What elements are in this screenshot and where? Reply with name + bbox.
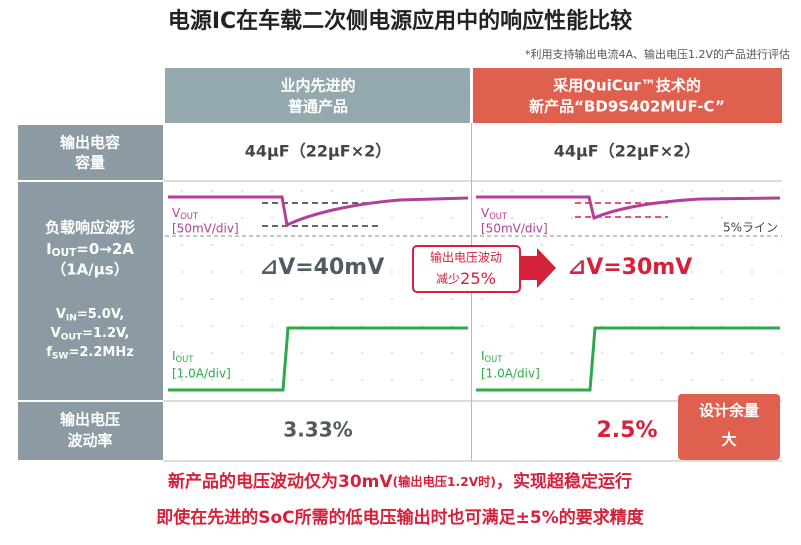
summary: 新产品的电压波动仅为30mV(输出电压1.2V时)，实现超稳定运行 [168, 471, 632, 492]
iout-wave [476, 326, 780, 392]
text-part: 减少 [436, 272, 460, 286]
text-part: =1.2V, [82, 326, 129, 341]
text-part: ，实现超稳定运行 [496, 471, 632, 492]
cell: 3.33% [283, 418, 352, 442]
condition: VOUT=1.2V, [51, 326, 130, 342]
row-header [18, 402, 163, 460]
text-part: SW [52, 351, 69, 361]
col-header-text: 采用QuiCur™技术的 [552, 77, 701, 95]
condition: IOUT=0→2A [46, 240, 134, 259]
text-part: =5.0V, [77, 307, 124, 322]
text-part: OUT [61, 332, 83, 342]
note: *利用支持输出电流4A、输出电压1.2V的产品进行评估 [525, 47, 790, 61]
row-label: 输出电容 [60, 134, 120, 152]
text-part: =0→2A [76, 240, 134, 258]
text-part: 新产品的电压波动仅为30mV [168, 471, 393, 492]
text-part: 即使在先进的SoC所需的低电压输出时也可满足±5%的要求精度 [156, 507, 645, 528]
scope-label: [50mV/div] [172, 222, 239, 236]
scope-label: [1.0A/div] [172, 367, 231, 381]
line-label: 5%ライン [723, 221, 778, 235]
callout [412, 245, 521, 293]
badge-text: 大 [721, 431, 736, 449]
callout-text: 输出电压波动 [430, 250, 502, 265]
text-part: V [172, 206, 181, 220]
col-header-text: 普通产品 [288, 98, 348, 116]
row-label: 输出电压 [60, 411, 120, 429]
condition: fSW=2.2MHz [46, 345, 134, 361]
text-part: I [46, 240, 52, 258]
condition: VIN=5.0V, [56, 307, 124, 323]
text-part: OUT [485, 354, 504, 364]
cell: 44µF（22µF×2） [245, 142, 391, 161]
row-header [18, 182, 163, 400]
text-part: V [51, 326, 61, 341]
scope-label: [50mV/div] [481, 222, 548, 236]
text-part: OUT [176, 354, 195, 364]
col-header [165, 68, 470, 123]
text-part: (输出电压1.2V时) [393, 474, 497, 489]
text-part: =2.2MHz [68, 345, 133, 360]
badge-text: 设计余量 [699, 402, 759, 420]
text-part: OUT [180, 211, 199, 221]
row-label: 负载响应波形 [45, 219, 135, 237]
delta-v: ⊿V=40mV [260, 255, 384, 280]
vout-wave [476, 195, 781, 221]
text-part: V [481, 206, 490, 220]
text-part: IN [66, 313, 77, 323]
iout-wave [168, 326, 468, 392]
text-part: V [56, 307, 66, 322]
col-header-text: 新产品“BD9S402MUF-C” [529, 98, 725, 116]
condition: （1A/μs） [51, 261, 129, 279]
row-header [18, 125, 163, 180]
badge [678, 394, 780, 460]
text-part: I [172, 349, 176, 363]
delta-v: ⊿V=30mV [568, 255, 692, 280]
cell: 2.5% [596, 418, 657, 443]
col-header [473, 68, 782, 123]
scope-label: IOUT [172, 349, 194, 364]
title: 电源IC在车载二次侧电源应用中的响应性能比较 [168, 8, 632, 34]
vout-wave [168, 195, 469, 228]
text-part: 25% [460, 269, 496, 288]
text-part: I [481, 349, 485, 363]
arrow [520, 248, 556, 288]
col-header-text: 业内先进的 [280, 77, 355, 95]
scope-label: VOUT [481, 206, 508, 221]
scope-grid [473, 183, 782, 399]
scope-label: IOUT [481, 349, 503, 364]
scope-label: [1.0A/div] [481, 367, 540, 381]
cell: 44µF（22µF×2） [554, 142, 700, 161]
text-part: f [46, 345, 52, 360]
text-part: OUT [489, 211, 508, 221]
summary: 即使在先进的SoC所需的低电压输出时也可满足±5%的要求精度 [156, 507, 645, 528]
row-label: 波动率 [67, 432, 112, 450]
callout-text: 减少25% [436, 269, 496, 288]
text-part: OUT [52, 247, 77, 259]
row-label: 容量 [74, 154, 105, 172]
scope-label: VOUT [172, 206, 199, 221]
